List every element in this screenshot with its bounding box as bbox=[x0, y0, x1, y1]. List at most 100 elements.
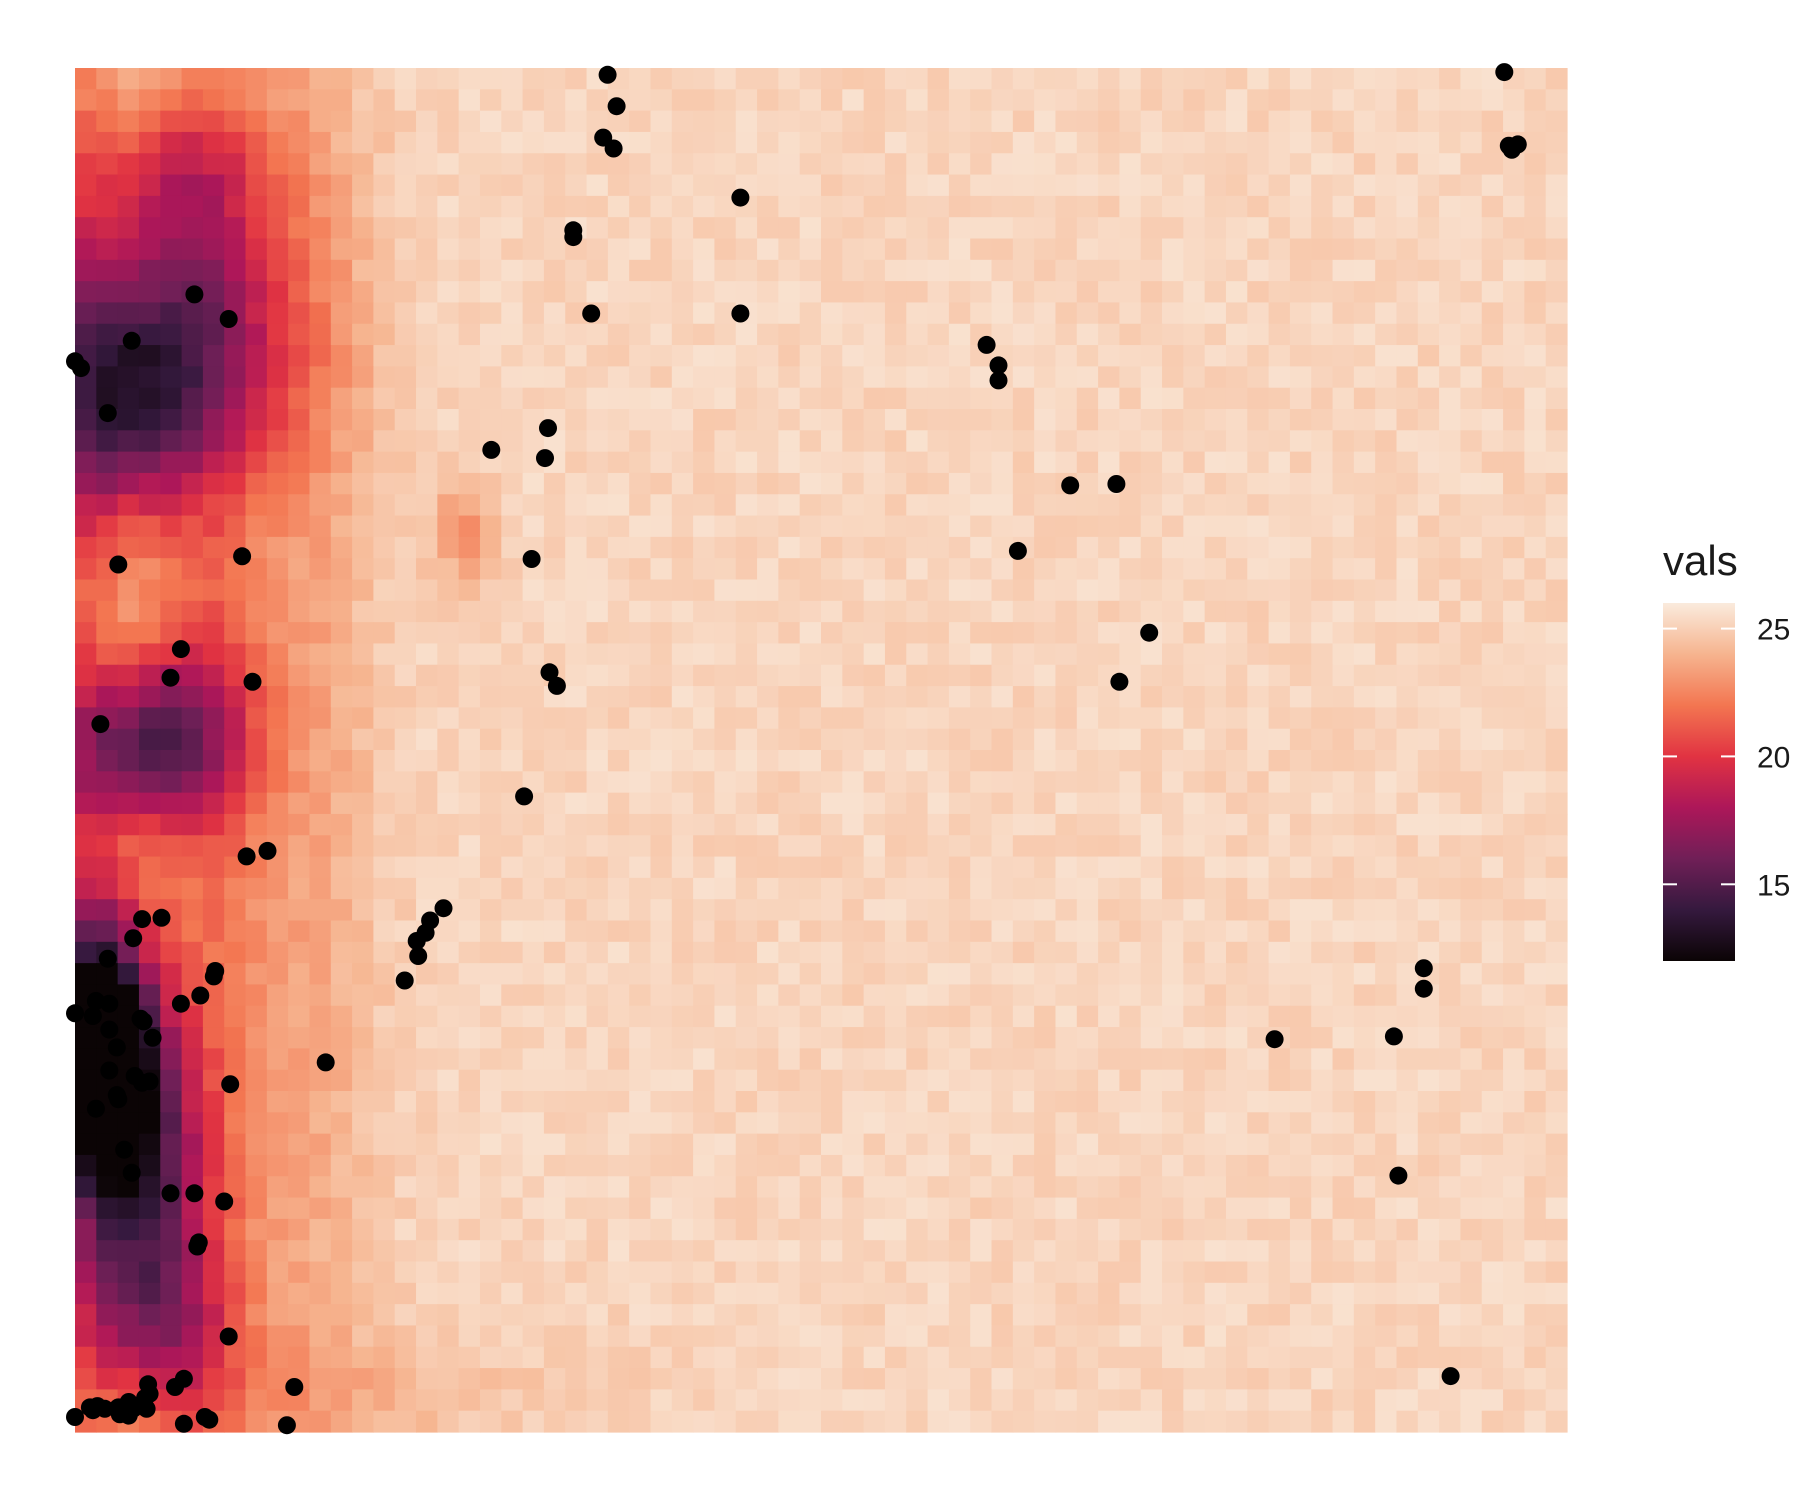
heatmap-cell bbox=[842, 899, 865, 922]
heatmap-cell bbox=[202, 494, 225, 517]
heatmap-cell bbox=[160, 686, 183, 708]
heatmap-cell bbox=[202, 472, 225, 495]
heatmap-cell bbox=[714, 1112, 737, 1135]
heatmap-cell bbox=[1247, 984, 1270, 1007]
heatmap-cell bbox=[906, 1112, 929, 1135]
heatmap-cell bbox=[1332, 174, 1355, 197]
heatmap-cell bbox=[970, 1091, 993, 1113]
heatmap-cell bbox=[778, 259, 801, 282]
heatmap-cell bbox=[245, 323, 268, 346]
heatmap-cell bbox=[927, 1240, 950, 1263]
heatmap-cell bbox=[501, 963, 524, 986]
heatmap-cell bbox=[1332, 600, 1355, 623]
heatmap-cell bbox=[970, 813, 993, 836]
heatmap-cell bbox=[778, 1154, 801, 1177]
heatmap-cell bbox=[650, 387, 673, 410]
heatmap-cell bbox=[437, 387, 460, 410]
heatmap-cell bbox=[96, 1154, 119, 1177]
heatmap-cell bbox=[565, 1325, 588, 1348]
heatmap-cell bbox=[245, 600, 268, 623]
heatmap-cell bbox=[1375, 1410, 1398, 1433]
heatmap-cell bbox=[437, 1197, 460, 1220]
heatmap-cell bbox=[1481, 899, 1504, 922]
heatmap-cell bbox=[991, 153, 1014, 176]
heatmap-cell bbox=[927, 984, 950, 1007]
heatmap-cell bbox=[96, 771, 119, 794]
heatmap-cell bbox=[245, 195, 268, 218]
heatmap-cell bbox=[245, 1091, 268, 1113]
heatmap-cell bbox=[1119, 409, 1142, 431]
heatmap-cell bbox=[991, 664, 1014, 687]
heatmap-cell bbox=[629, 494, 652, 517]
heatmap-cell bbox=[181, 1069, 204, 1092]
heatmap-cell bbox=[1140, 1410, 1163, 1433]
heatmap-cell bbox=[479, 1091, 502, 1113]
heatmap-cell bbox=[288, 813, 311, 836]
heatmap-cell bbox=[565, 1048, 588, 1071]
heatmap-cell bbox=[394, 899, 417, 922]
heatmap-cell bbox=[1503, 1368, 1525, 1390]
heatmap-cell bbox=[75, 558, 97, 581]
heatmap-cell bbox=[863, 1112, 886, 1135]
heatmap-cell bbox=[245, 899, 268, 922]
heatmap-cell bbox=[266, 1069, 289, 1092]
heatmap-cell bbox=[117, 153, 140, 176]
data-point bbox=[161, 668, 180, 687]
heatmap-cell bbox=[501, 728, 524, 751]
heatmap-cell bbox=[607, 984, 630, 1007]
heatmap-cell bbox=[1524, 920, 1547, 943]
heatmap-cell bbox=[1055, 174, 1078, 197]
heatmap-cell bbox=[1353, 1261, 1376, 1284]
heatmap-cell bbox=[202, 1261, 225, 1284]
heatmap-cell bbox=[1268, 1197, 1291, 1220]
heatmap-cell bbox=[245, 1389, 268, 1412]
heatmap-cell bbox=[693, 1197, 716, 1220]
heatmap-cell bbox=[96, 131, 119, 154]
heatmap-cell bbox=[309, 366, 332, 389]
heatmap-cell bbox=[991, 1069, 1014, 1092]
heatmap-cell bbox=[75, 750, 97, 772]
heatmap-cell bbox=[330, 792, 353, 815]
heatmap-cell bbox=[927, 451, 950, 474]
heatmap-cell bbox=[693, 1240, 716, 1263]
heatmap-cell bbox=[1311, 1069, 1334, 1092]
heatmap-cell bbox=[1289, 195, 1312, 218]
heatmap-cell bbox=[160, 1261, 183, 1284]
heatmap-cell bbox=[1119, 195, 1142, 218]
heatmap-cell bbox=[1311, 877, 1334, 900]
heatmap-cell bbox=[1524, 174, 1547, 197]
heatmap-cell bbox=[821, 259, 843, 282]
heatmap-cell bbox=[224, 366, 247, 389]
heatmap-cell bbox=[1034, 984, 1057, 1007]
heatmap-cell bbox=[821, 1346, 843, 1369]
heatmap-cell bbox=[202, 68, 225, 90]
heatmap-cell bbox=[1524, 451, 1547, 474]
heatmap-cell bbox=[778, 1048, 801, 1071]
heatmap-cell bbox=[522, 89, 545, 112]
heatmap-cell bbox=[138, 1304, 161, 1327]
heatmap-cell bbox=[1396, 366, 1419, 389]
heatmap-cell bbox=[330, 110, 353, 133]
heatmap-cell bbox=[991, 1389, 1014, 1412]
heatmap-cell bbox=[1098, 1240, 1120, 1263]
heatmap-cell bbox=[1417, 941, 1440, 964]
heatmap-cell bbox=[735, 984, 758, 1007]
heatmap-cell bbox=[288, 131, 311, 154]
heatmap-cell bbox=[863, 110, 886, 133]
heatmap-cell bbox=[1098, 1218, 1120, 1241]
heatmap-cell bbox=[1204, 1197, 1227, 1220]
heatmap-cell bbox=[352, 877, 374, 900]
heatmap-cell bbox=[927, 345, 950, 367]
heatmap-cell bbox=[778, 1325, 801, 1348]
heatmap-cell bbox=[543, 387, 566, 410]
heatmap-cell bbox=[863, 1304, 886, 1327]
heatmap-cell bbox=[1162, 195, 1184, 218]
heatmap-cell bbox=[288, 1154, 311, 1177]
heatmap-cell bbox=[245, 515, 268, 538]
heatmap-cell bbox=[1162, 430, 1184, 453]
heatmap-cell bbox=[1140, 195, 1163, 218]
heatmap-cell bbox=[437, 515, 460, 538]
heatmap-cell bbox=[1375, 600, 1398, 623]
heatmap-cell bbox=[1481, 984, 1504, 1007]
heatmap-cell bbox=[970, 1027, 993, 1049]
